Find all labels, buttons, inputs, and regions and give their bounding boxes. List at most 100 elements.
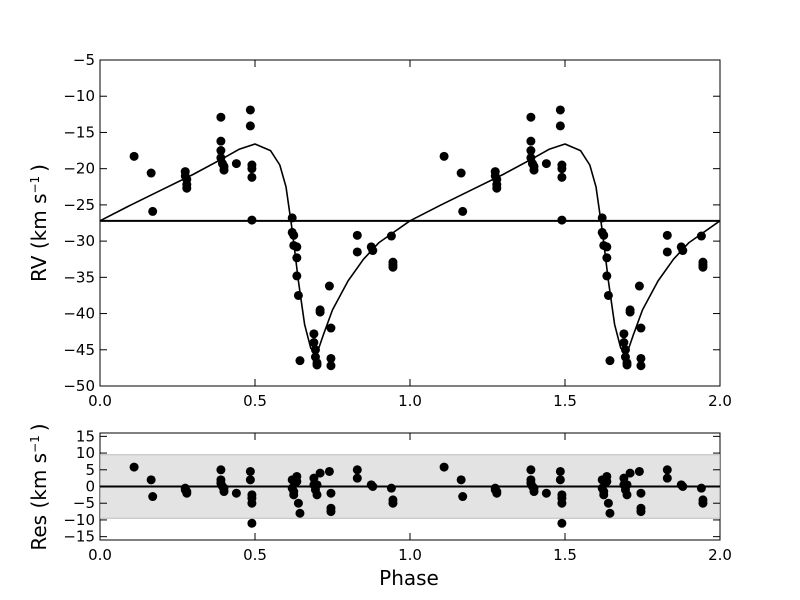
residual-data-point [605, 508, 615, 518]
rv-data-point [216, 136, 226, 146]
residual-x-tick-label: 2.0 [708, 546, 732, 564]
rv-data-point [634, 281, 644, 291]
residual-x-tick-label: 0.5 [243, 546, 267, 564]
residual-y-tick-label: 10 [76, 444, 95, 462]
rv-data-point [662, 230, 672, 240]
rv-x-tick-label: 0.0 [88, 392, 112, 410]
residual-x-tick-label: 1.5 [553, 546, 577, 564]
residual-data-point [129, 462, 139, 472]
residual-y-tick-label: 0 [85, 478, 95, 496]
rv-y-tick-label: −50 [63, 377, 95, 395]
rv-data-point [309, 329, 319, 339]
rv-y-tick-label: −15 [63, 123, 95, 141]
rv-data-point [326, 361, 336, 371]
residual-data-point [602, 476, 612, 486]
rv-x-ticks: 0.0 0.5 1.0 1.5 2.0 [88, 60, 732, 410]
rv-data-point [247, 172, 257, 182]
residual-data-point [368, 482, 378, 491]
residual-data-point [352, 465, 362, 475]
rv-data-point [146, 168, 156, 178]
residual-data-point [662, 465, 672, 475]
rv-data-point [324, 281, 334, 291]
residual-data-point [312, 490, 322, 500]
rv-data-point [636, 323, 646, 333]
rv-data-point [557, 215, 567, 225]
residual-data-point [698, 498, 708, 508]
residual-data-point [622, 480, 632, 490]
rv-data-point [292, 253, 302, 263]
rv-data-point [599, 230, 609, 240]
residual-data-point [599, 490, 609, 500]
rv-data-point [678, 246, 688, 256]
residual-data-point [526, 465, 536, 475]
residual-data-point [662, 473, 672, 483]
rv-data-point [636, 353, 646, 363]
residual-data-point [295, 508, 305, 518]
rv-data-point [352, 230, 362, 240]
residual-data-point [219, 487, 229, 497]
rv-data-point [696, 231, 706, 241]
residual-data-point [247, 518, 257, 528]
residual-data-point [293, 498, 303, 508]
rv-data-point [216, 146, 226, 156]
rv-data-point [245, 121, 255, 131]
rv-data-point [526, 112, 536, 122]
residual-data-point [696, 483, 706, 493]
residual-y-tick-label: 15 [76, 427, 95, 445]
rv-y-tick-label: −40 [63, 305, 95, 323]
rv-y-tick-label: −45 [63, 341, 95, 359]
rv-y-axis-label-main: RV (km s [27, 194, 51, 283]
rv-data-point [289, 230, 299, 240]
residual-data-point [603, 498, 613, 508]
rv-data-point [295, 356, 305, 366]
rv-data-point [309, 338, 319, 348]
rv-data-point [602, 271, 612, 281]
residual-data-point [247, 498, 257, 508]
rv-data-point [292, 271, 302, 281]
residual-data-point [326, 488, 336, 498]
residual-data-point [386, 483, 396, 493]
rv-y-ticks: −5 −10 −15 −20 −25 −30 −35 −40 −45 −50 [63, 51, 720, 395]
rv-data-point [602, 253, 612, 263]
rv-data-point [312, 360, 322, 370]
residual-x-tick-label: 0.0 [88, 546, 112, 564]
residual-data-point [541, 488, 551, 498]
rv-y-tick-label: −20 [63, 160, 95, 178]
residual-plot-area [100, 454, 720, 528]
rv-data-point [456, 168, 466, 178]
residual-data-point [292, 476, 302, 486]
residual-data-point [492, 488, 502, 498]
residual-y-axis-label: Res (km s−1) [27, 423, 51, 550]
residual-y-axis-label-main: Res (km s [27, 453, 51, 551]
residual-data-point [312, 480, 322, 490]
residual-data-point [324, 466, 334, 476]
rv-data-point [458, 206, 468, 216]
rv-y-tick-label: −35 [63, 268, 95, 286]
rv-data-point [182, 183, 192, 193]
rv-data-point [231, 159, 241, 169]
rv-data-point [557, 172, 567, 182]
rv-data-point [603, 290, 613, 300]
rv-data-point [492, 183, 502, 193]
residual-data-point [555, 475, 565, 485]
rv-data-point [557, 164, 567, 174]
rv-data-point [245, 105, 255, 115]
rv-x-tick-label: 2.0 [708, 392, 732, 410]
residual-data-point [634, 466, 644, 476]
rv-data-point [326, 323, 336, 333]
residual-data-point [625, 468, 635, 478]
residual-data-point [622, 490, 632, 500]
rv-data-point [605, 356, 615, 366]
rv-data-point [129, 151, 139, 161]
residual-data-point [309, 473, 319, 483]
residual-data-point [245, 466, 255, 476]
rv-y-tick-label: −30 [63, 232, 95, 250]
rv-data-point [326, 353, 336, 363]
rv-data-point [597, 213, 607, 223]
residual-y-tick-label: −15 [63, 528, 95, 546]
rv-data-point [352, 247, 362, 257]
rv-data-point [292, 242, 302, 252]
rv-data-point [287, 213, 297, 223]
rv-data-point [219, 165, 229, 175]
